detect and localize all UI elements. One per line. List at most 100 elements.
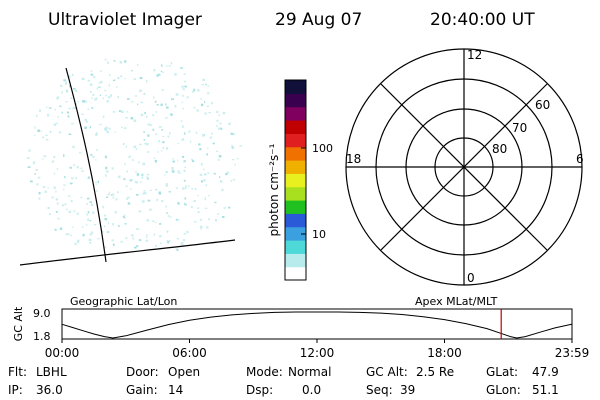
uv-speckle [95,159,97,161]
uv-speckle [66,81,68,83]
uv-speckle [204,197,207,201]
uv-speckle [91,203,94,207]
dsp-label: Dsp: [246,383,273,397]
mode-value: Normal [288,365,331,379]
uv-speckle [87,108,90,110]
uv-speckle [67,115,70,118]
uv-speckle [156,74,159,77]
uv-speckle [140,181,142,183]
colorbar-cell [285,93,306,108]
colorbar-cell [285,106,306,121]
uv-speckle [124,223,127,225]
uv-speckle [211,102,213,105]
uv-speckle [231,159,235,161]
uv-speckle [75,177,77,180]
uv-speckle [28,149,31,152]
uv-speckle [97,180,99,184]
uv-speckle [37,129,40,132]
uv-speckle [216,125,218,127]
uv-speckle [178,172,181,174]
uv-speckle [145,239,148,242]
uv-speckle [147,199,151,202]
colorbar-cell [285,120,306,134]
uv-speckle [87,211,90,214]
uv-speckle [141,173,144,177]
uv-speckle [114,131,116,133]
uv-speckle [53,124,57,126]
uv-speckle [166,65,168,67]
uv-speckle [56,122,58,125]
uv-speckle [133,145,136,149]
uv-speckle [159,235,162,238]
uv-speckle [84,126,87,129]
colorbar-cell [285,200,306,214]
uv-speckle [95,149,98,151]
uv-speckle [32,162,35,165]
uv-speckle [211,132,213,135]
uv-speckle [42,186,46,188]
uv-speckle [198,143,201,146]
uv-speckle [80,167,83,170]
uv-speckle [82,226,84,228]
uv-speckle [126,111,129,113]
uv-speckle [55,190,57,193]
uv-speckle [107,61,109,64]
uv-speckle [228,122,231,125]
uv-speckle [89,83,93,86]
uv-speckle [70,199,73,203]
timeline-xtick-1800: 18:00 [427,346,462,360]
uv-speckle [146,219,150,222]
uv-speckle [51,196,54,199]
uv-speckle [81,113,84,115]
uv-speckle [62,204,64,207]
uv-speckle [175,218,178,221]
uv-speckle [36,183,39,186]
uv-speckle [194,188,197,190]
uv-speckle [165,184,168,187]
uv-speckle [193,88,196,91]
uv-speckle [104,225,106,228]
timeline-left-caption: Geographic Lat/Lon [70,295,177,308]
uv-speckle [170,62,173,65]
uv-speckle [53,172,56,175]
uv-speckle [206,153,208,156]
uv-speckle [77,240,80,243]
uv-speckle [125,237,128,240]
uv-speckle [133,119,137,122]
uv-speckle [176,219,180,221]
uv-speckle [207,147,209,149]
uv-speckle [160,103,163,106]
seq-value: 39 [400,383,415,397]
uv-speckle [214,201,217,204]
uv-speckle [117,96,120,99]
uv-speckle [158,140,161,143]
uv-speckle [84,100,88,103]
uv-speckle [165,147,169,150]
uv-speckle [105,196,109,198]
uv-speckle [155,221,157,224]
uv-speckle [162,141,165,144]
uv-speckle [123,178,126,180]
uv-speckle [182,88,185,91]
uv-speckle [111,239,114,242]
uv-speckle [105,126,108,129]
uv-speckle [139,89,142,92]
uv-speckle [197,207,200,209]
uv-speckle [143,190,146,192]
colorbar-tick-label-100: 100 [312,142,333,155]
uv-speckle [110,194,113,196]
uv-speckle [118,175,121,179]
uv-speckle [130,188,132,190]
uv-speckle [105,174,107,177]
uv-speckle [186,230,189,234]
date-label: 29 Aug 07 [275,10,362,30]
timeline-frame [61,308,573,340]
uv-speckle [157,151,159,153]
uv-speckle [55,198,59,201]
uv-speckle [113,60,116,62]
uv-speckle [124,78,126,80]
uv-speckle [165,171,168,173]
uv-speckle [120,240,123,243]
uv-speckle [127,202,131,205]
uv-speckle [124,216,126,219]
